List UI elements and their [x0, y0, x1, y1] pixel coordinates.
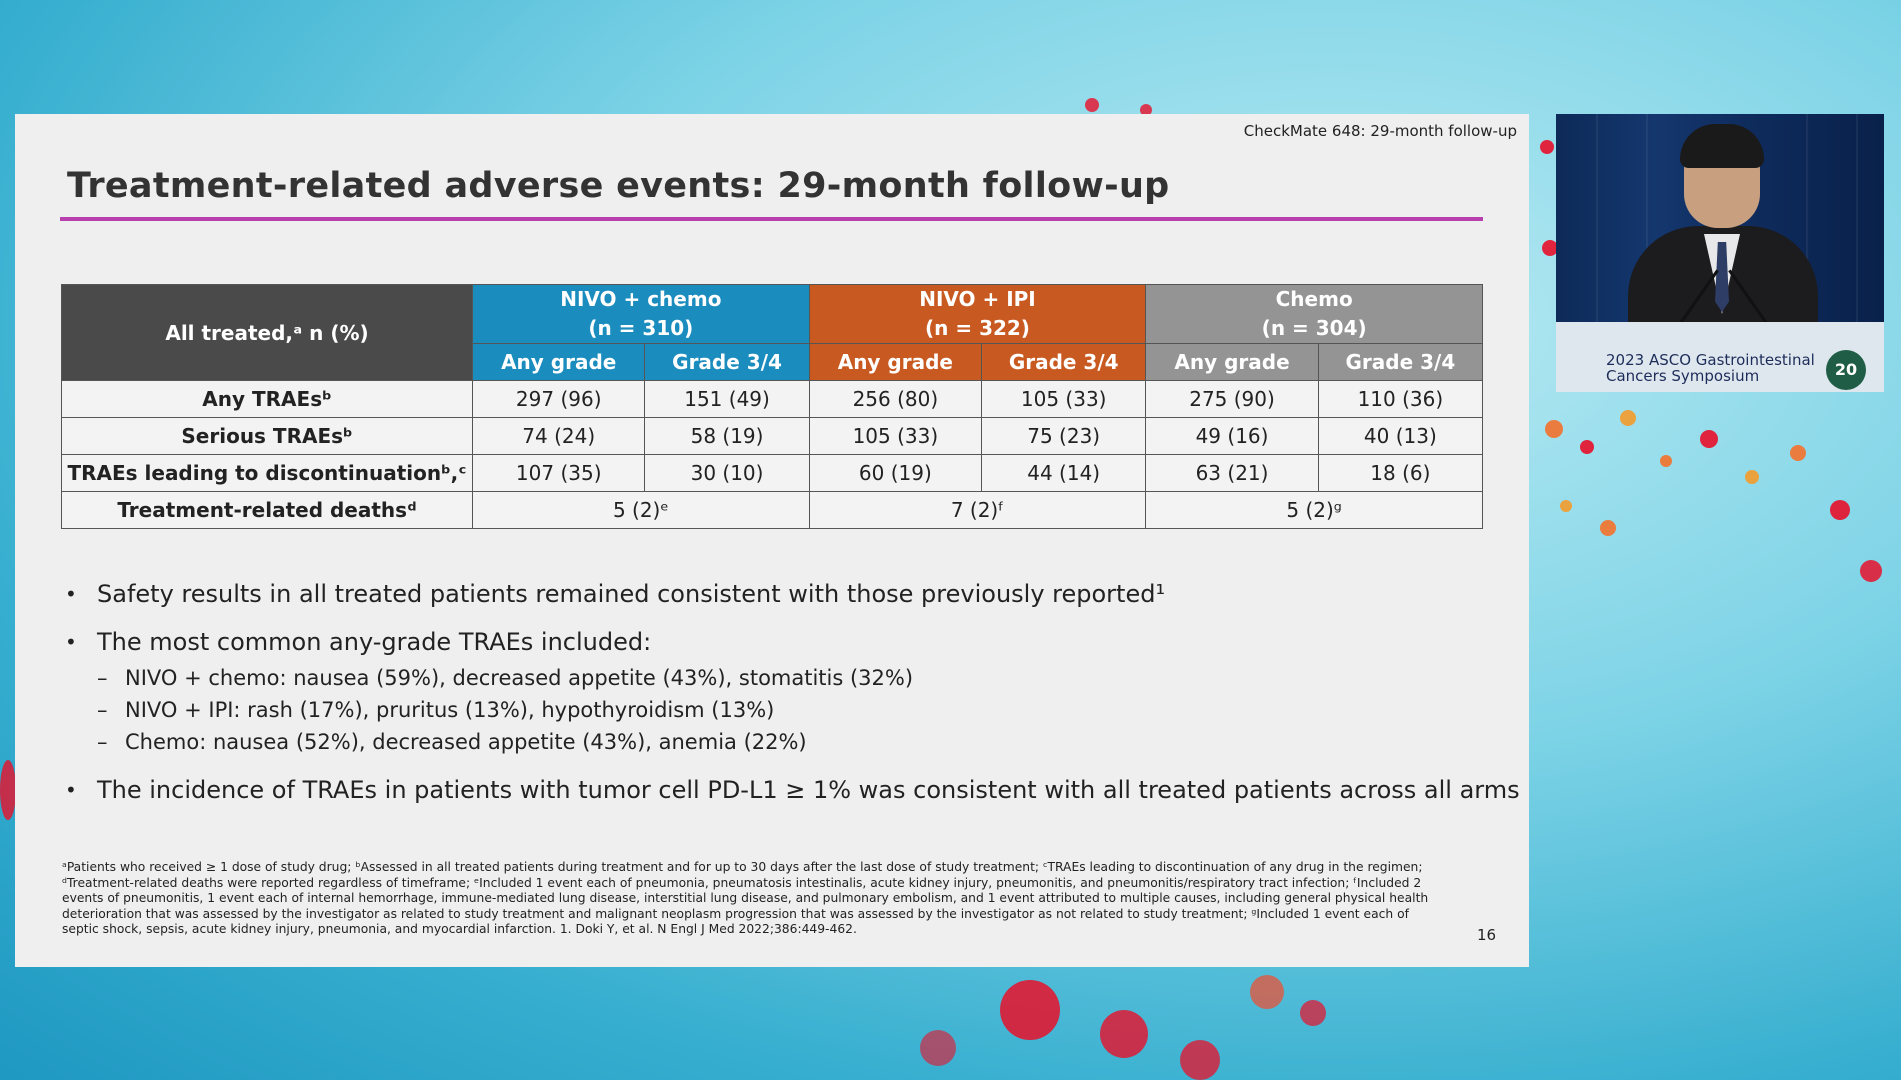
sub-bullet-text: NIVO + IPI: rash (17%), pruritus (13%), …: [125, 698, 775, 722]
table-cell: 18 (6): [1317, 454, 1484, 492]
background-dot: [1180, 1040, 1220, 1080]
curtain-fold: [1856, 114, 1858, 344]
background-dot: [1580, 440, 1594, 454]
background-dot: [1700, 430, 1718, 448]
table-cell: 5 (2)ᵍ: [1145, 491, 1483, 529]
curtain-fold: [1806, 114, 1808, 344]
anniversary-badge: 20: [1826, 350, 1866, 390]
table-cell: 110 (36): [1317, 380, 1484, 418]
bullet-marker: •: [65, 630, 77, 654]
podium: 2023 ASCO Gastrointestinal Cancers Sympo…: [1556, 322, 1884, 392]
sub-bullet-marker: –: [97, 666, 108, 690]
page-number: 16: [1477, 926, 1497, 944]
table-cell: 107 (35): [471, 454, 646, 492]
background-dot: [1540, 140, 1554, 154]
subheader-any-grade: Any grade: [808, 343, 983, 381]
table-cell: 30 (10): [644, 454, 810, 492]
background-dot: [1100, 1010, 1148, 1058]
background-dot: [0, 760, 16, 820]
podium-sign: 2023 ASCO Gastrointestinal Cancers Sympo…: [1606, 352, 1815, 384]
table-cell: 74 (24): [471, 417, 646, 455]
sub-bullet-marker: –: [97, 698, 108, 722]
background-dot: [1542, 240, 1558, 256]
bullet-text: The incidence of TRAEs in patients with …: [97, 776, 1520, 804]
table-cell: 44 (14): [981, 454, 1147, 492]
row-label: Treatment-related deathsᵈ: [61, 491, 473, 529]
background-dot: [920, 1030, 956, 1066]
background-dot: [1600, 520, 1616, 536]
group-name: Chemo: [1275, 287, 1353, 311]
sub-bullet-text: Chemo: nausea (52%), decreased appetite …: [125, 730, 807, 754]
group-name: NIVO + IPI: [919, 287, 1036, 311]
group-header-nivo-ipi: NIVO + IPI (n = 322): [808, 284, 1147, 344]
table-row: Any TRAEsᵇ 297 (96) 151 (49) 256 (80) 10…: [61, 380, 1484, 418]
slide-tag: CheckMate 648: 29-month follow-up: [1243, 122, 1517, 140]
table-cell: 40 (13): [1317, 417, 1484, 455]
slide-title: Treatment-related adverse events: 29-mon…: [67, 166, 1170, 206]
background-dot: [1620, 410, 1636, 426]
table-row: Serious TRAEsᵇ 74 (24) 58 (19) 105 (33) …: [61, 417, 1484, 455]
row-label: Any TRAEsᵇ: [61, 380, 473, 418]
table-row-deaths: Treatment-related deathsᵈ 5 (2)ᵉ 7 (2)ᶠ …: [61, 491, 1483, 529]
background-dot: [1560, 500, 1572, 512]
background-dot: [1830, 500, 1850, 520]
podium-line: 2023 ASCO Gastrointestinal: [1606, 351, 1815, 369]
subheader-any-grade: Any grade: [471, 343, 646, 381]
table-cell: 5 (2)ᵉ: [472, 491, 810, 529]
presentation-slide: CheckMate 648: 29-month follow-up Treatm…: [15, 114, 1529, 967]
table-cell: 49 (16): [1145, 417, 1319, 455]
table-cell: 256 (80): [808, 380, 983, 418]
table-cell: 151 (49): [644, 380, 810, 418]
table-corner-label: All treated,ᵃ n (%): [61, 284, 473, 381]
curtain-fold: [1596, 114, 1598, 344]
speaker-video: 2023 ASCO Gastrointestinal Cancers Sympo…: [1556, 114, 1884, 392]
bullet-text: The most common any-grade TRAEs included…: [97, 628, 652, 656]
table-cell: 58 (19): [644, 417, 810, 455]
background-dot: [1085, 98, 1099, 112]
background-dot: [1745, 470, 1759, 484]
footnote: ᵃPatients who received ≥ 1 dose of study…: [62, 860, 1429, 936]
table-cell: 105 (33): [981, 380, 1147, 418]
table-cell: 75 (23): [981, 417, 1147, 455]
background-dot: [1300, 1000, 1326, 1026]
row-label: Serious TRAEsᵇ: [61, 417, 473, 455]
background-dot: [1140, 104, 1152, 116]
table-cell: 63 (21): [1145, 454, 1319, 492]
curtain-fold: [1646, 114, 1648, 344]
background-dot: [1860, 560, 1882, 582]
group-n: (n = 304): [1261, 316, 1367, 340]
podium-line: Cancers Symposium: [1606, 367, 1760, 385]
bullet-text: Safety results in all treated patients r…: [97, 580, 1166, 608]
subheader-grade-3-4: Grade 3/4: [1317, 343, 1484, 381]
background-dot: [1545, 420, 1563, 438]
speaker-hair: [1680, 124, 1764, 168]
background-dot: [1790, 445, 1806, 461]
row-label: TRAEs leading to discontinuationᵇ,ᶜ: [61, 454, 473, 492]
table-cell: 60 (19): [808, 454, 983, 492]
background-dot: [1000, 980, 1060, 1040]
subheader-grade-3-4: Grade 3/4: [981, 343, 1147, 381]
speaker-tie: [1715, 242, 1729, 312]
table-cell: 275 (90): [1145, 380, 1319, 418]
background-dot: [1660, 455, 1672, 467]
group-n: (n = 310): [588, 316, 694, 340]
group-header-chemo: Chemo (n = 304): [1145, 284, 1483, 344]
subheader-any-grade: Any grade: [1145, 343, 1319, 381]
title-underline: [60, 217, 1483, 221]
table-cell: 105 (33): [808, 417, 983, 455]
group-header-nivo-chemo: NIVO + chemo (n = 310): [472, 284, 810, 344]
background-dot: [1250, 975, 1284, 1009]
table-row: TRAEs leading to discontinuationᵇ,ᶜ 107 …: [61, 454, 1484, 492]
trae-table: All treated,ᵃ n (%) NIVO + chemo (n = 31…: [61, 284, 1484, 529]
group-n: (n = 322): [925, 316, 1030, 340]
sub-bullet-marker: –: [97, 730, 108, 754]
sub-bullet-text: NIVO + chemo: nausea (59%), decreased ap…: [125, 666, 914, 690]
table-cell: 297 (96): [471, 380, 646, 418]
subheader-grade-3-4: Grade 3/4: [644, 343, 810, 381]
group-name: NIVO + chemo: [560, 287, 722, 311]
bullet-marker: •: [65, 778, 77, 802]
bullet-marker: •: [65, 582, 77, 606]
table-cell: 7 (2)ᶠ: [808, 491, 1147, 529]
